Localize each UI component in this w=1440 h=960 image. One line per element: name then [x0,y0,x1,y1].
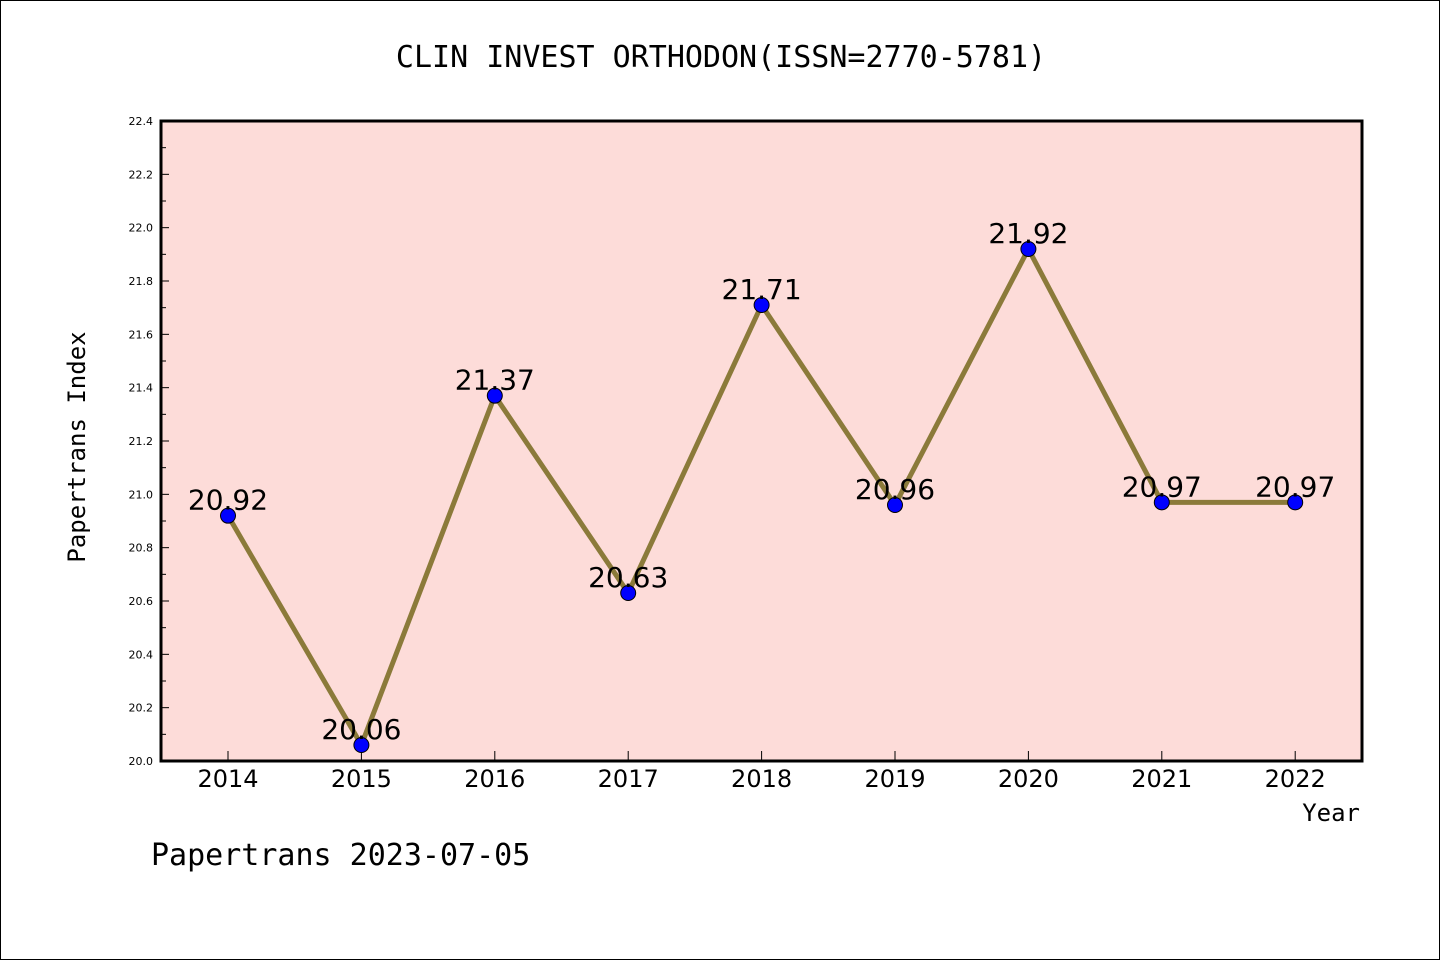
x-tick-label: 2017 [598,765,659,793]
y-tick-label: 20.0 [129,755,154,768]
data-point [1153,494,1170,511]
data-label: 21.92 [988,217,1068,250]
y-tick-label: 21.6 [129,328,154,341]
y-tick-label: 20.8 [129,542,154,555]
footer-stamp: Papertrans 2023-07-05 [151,838,530,873]
y-tick-label: 21.0 [129,488,154,501]
data-point [1287,494,1304,511]
y-tick-label: 22.2 [129,168,154,181]
y-tick-label: 20.6 [129,595,154,608]
data-label: 21.37 [455,364,535,397]
x-tick-label: 2021 [1131,765,1192,793]
y-tick-label: 20.2 [129,702,154,715]
data-point [486,387,503,404]
data-point [753,297,770,313]
data-label: 20.63 [588,561,668,594]
data-label: 20.97 [1122,470,1202,503]
x-tick-label: 2022 [1265,765,1326,793]
y-axis-ticks: 20.0 20.2 20.4 20.6 20.8 21.0 21.2 21.4 21.6 21.8… [129,115,169,768]
plot-border [159,119,1364,763]
y-tick-label: 22.4 [129,115,154,128]
x-tick-label: 2016 [464,765,525,793]
data-label: 20.97 [1255,470,1335,503]
y-axis-label: Papertrans Index [63,331,91,562]
y-tick-label: 21.8 [129,275,154,288]
x-axis-ticks: 2014 2015 2016 2017 2018 2019 2020 2021 2022 [197,751,1326,793]
x-tick-label: 2014 [197,765,258,793]
x-tick-label: 2019 [864,765,925,793]
data-label: 20.96 [855,473,935,506]
series-layer: 20.92 20.06 21.37 20.63 21.71 20.96 21.92 20.97… [188,217,1335,753]
data-label: 20.92 [188,484,268,517]
y-tick-label: 20.4 [129,648,154,661]
data-label: 21.71 [722,273,802,306]
data-label: 20.06 [321,713,401,746]
x-tick-label: 2020 [998,765,1059,793]
data-point [620,585,637,601]
data-point [887,497,903,513]
y-tick-label: 21.2 [129,435,154,448]
x-tick-label: 2018 [731,765,792,793]
data-point [353,737,370,753]
plot-area [161,121,1362,761]
y-tick-label: 22.0 [129,222,154,235]
data-point [1020,241,1037,257]
chart-title: CLIN INVEST ORTHODON(ISSN=2770-5781) [396,40,1046,75]
x-axis-label: Year [1302,799,1360,827]
data-point [220,507,236,524]
y-tick-label: 21.4 [129,382,154,395]
x-tick-label: 2015 [331,765,392,793]
